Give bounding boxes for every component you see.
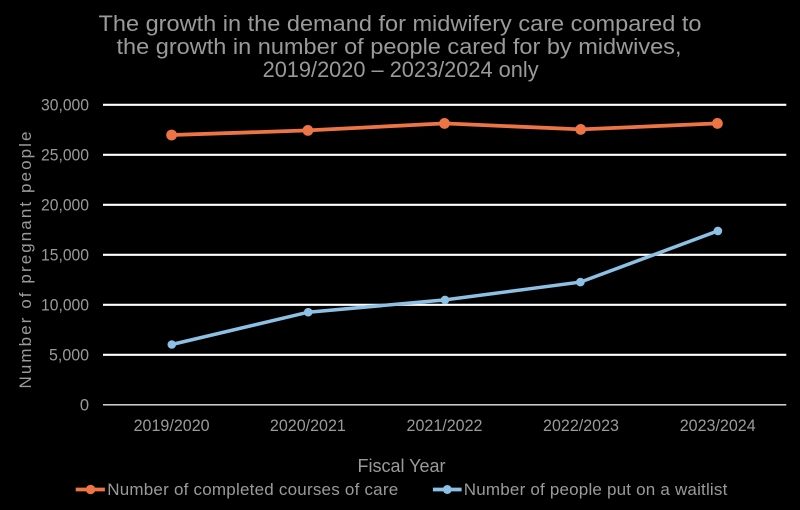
svg-text:2019/2020 – 2023/2024 only: 2019/2020 – 2023/2024 only [263, 57, 539, 82]
svg-text:2021/2022: 2021/2022 [407, 416, 483, 435]
svg-text:2020/2021: 2020/2021 [270, 416, 346, 435]
svg-text:The growth in the demand for m: The growth in the demand for midwifery c… [99, 11, 702, 36]
svg-text:Number of people put on a wait: Number of people put on a waitlist [464, 480, 728, 499]
svg-text:the growth in number of people: the growth in number of people cared for… [117, 34, 682, 59]
svg-text:Fiscal Year: Fiscal Year [357, 456, 445, 476]
svg-text:2022/2023: 2022/2023 [543, 416, 619, 435]
svg-text:5,000: 5,000 [49, 347, 89, 365]
svg-text:0: 0 [80, 397, 89, 415]
svg-text:Number of completed courses of: Number of completed courses of care [107, 480, 398, 499]
svg-text:25,000: 25,000 [41, 147, 89, 165]
svg-text:15,000: 15,000 [41, 247, 89, 265]
svg-text:2023/2024: 2023/2024 [680, 416, 756, 435]
svg-text:Number of pregnant people: Number of pregnant people [16, 132, 35, 389]
svg-text:20,000: 20,000 [41, 197, 89, 215]
svg-text:30,000: 30,000 [41, 97, 89, 115]
svg-text:10,000: 10,000 [41, 297, 89, 315]
svg-text:2019/2020: 2019/2020 [134, 416, 210, 435]
